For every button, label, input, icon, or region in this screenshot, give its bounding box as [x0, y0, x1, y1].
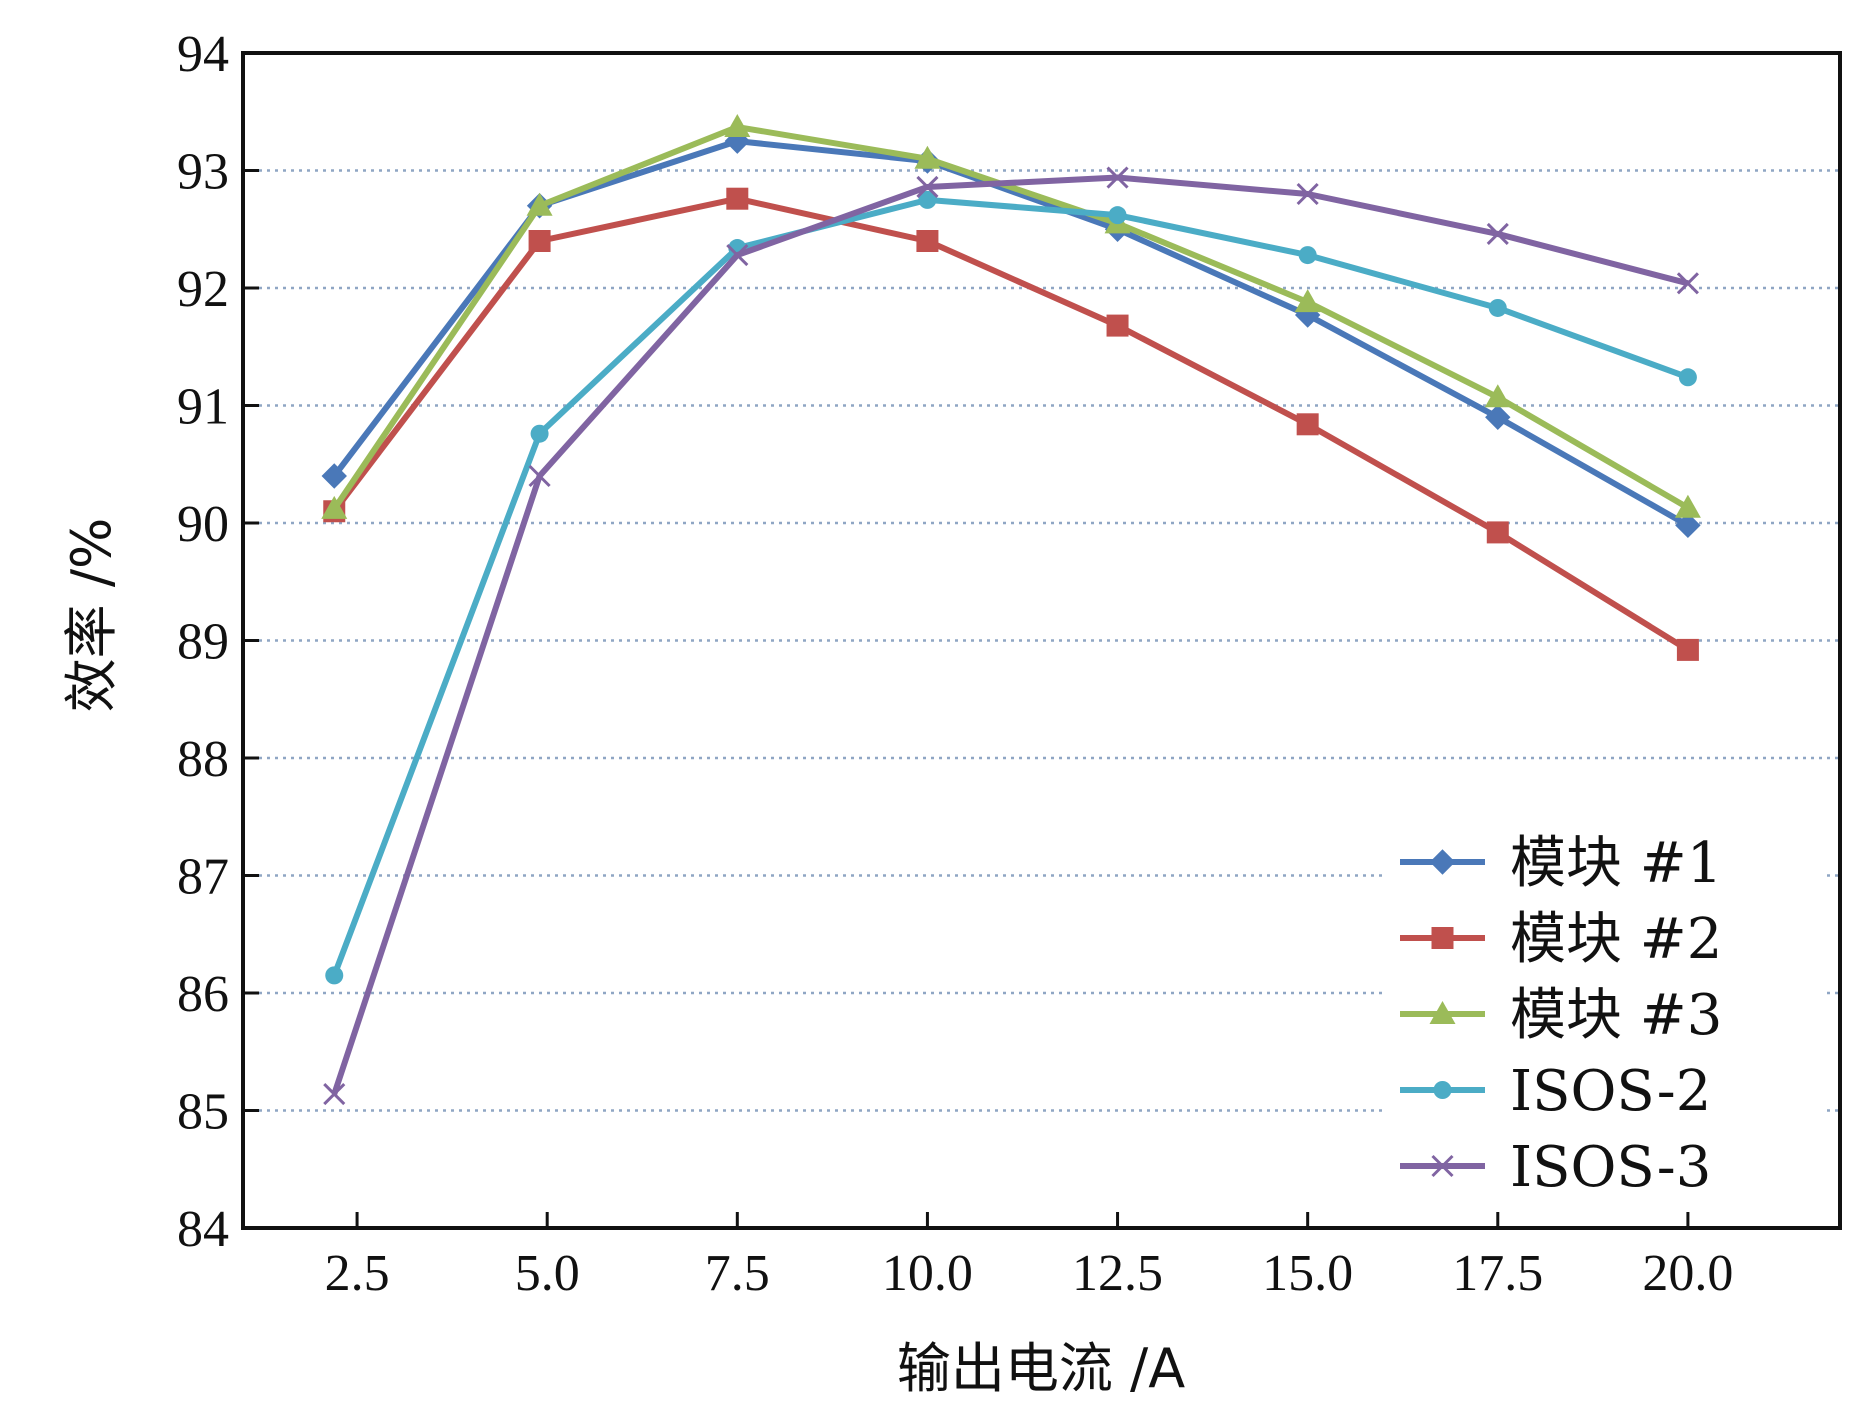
x-tick-label: 7.5 — [705, 1245, 770, 1302]
y-tick-label: 86 — [177, 966, 229, 1023]
y-tick-label: 85 — [177, 1084, 229, 1141]
y-tick-label: 89 — [177, 614, 229, 671]
data-point — [1106, 166, 1129, 189]
data-point — [325, 966, 344, 985]
y-tick-label: 92 — [177, 261, 229, 318]
legend-item: 模块 #2 — [1400, 907, 1722, 972]
series-3 — [321, 114, 1701, 519]
data-point — [724, 114, 751, 138]
data-point — [1296, 182, 1319, 206]
data-point — [1486, 222, 1509, 246]
data-point — [1296, 413, 1319, 436]
x-marker-stroke — [323, 1082, 346, 1106]
data-point — [530, 424, 549, 443]
legend-label: 模块 #2 — [1510, 907, 1722, 972]
y-tick-label: 90 — [177, 496, 229, 553]
x-marker-stroke — [528, 464, 551, 488]
legend-marker — [1431, 1154, 1454, 1178]
legend-marker — [1429, 849, 1456, 875]
data-point — [726, 187, 749, 210]
data-point — [1674, 494, 1701, 518]
data-point — [1294, 289, 1321, 313]
x-tick-label: 17.5 — [1452, 1245, 1543, 1302]
data-point — [918, 190, 937, 209]
y-axis-label: 效率 /% — [60, 518, 123, 713]
legend-marker — [1429, 1001, 1456, 1024]
x-tick-label: 20.0 — [1642, 1245, 1733, 1302]
legend-item: 模块 #1 — [1400, 831, 1722, 896]
y-tick-label: 84 — [177, 1201, 229, 1258]
data-point — [1678, 368, 1697, 387]
legend-item: ISOS-2 — [1400, 1059, 1711, 1124]
data-point — [1485, 404, 1511, 430]
series-5 — [323, 166, 1699, 1106]
x-marker-stroke — [1431, 1154, 1454, 1178]
series-line — [331, 124, 1690, 511]
data-point — [526, 192, 553, 216]
legend-label: ISOS-3 — [1510, 1135, 1711, 1200]
series-1 — [321, 128, 1701, 539]
data-point — [916, 175, 939, 199]
y-tick-label: 94 — [177, 26, 229, 83]
data-point — [916, 230, 939, 252]
data-point — [1484, 384, 1511, 408]
x-tick-label: 5.0 — [515, 1245, 580, 1302]
legend-label: ISOS-2 — [1510, 1059, 1711, 1124]
legend-item: ISOS-3 — [1400, 1135, 1711, 1200]
data-point — [321, 463, 347, 489]
legend-label: 模块 #1 — [1510, 831, 1722, 896]
data-point — [1676, 638, 1699, 661]
series-4 — [325, 190, 1697, 985]
x-axis-label: 输出电流 /A — [897, 1337, 1185, 1400]
series-line — [331, 195, 1690, 653]
legend: 模块 #1 模块 #2 模块 #3 ISOS-2 ISOS-3 — [1385, 815, 1825, 1205]
data-point — [1108, 206, 1127, 225]
data-point — [1675, 512, 1701, 539]
data-point — [528, 230, 551, 252]
data-point — [1488, 298, 1507, 317]
legend-item: 模块 #3 — [1400, 983, 1722, 1048]
x-tick-label: 15.0 — [1262, 1245, 1353, 1302]
data-point — [1298, 246, 1317, 265]
legend-marker — [1433, 1081, 1452, 1099]
x-marker-stroke — [1676, 272, 1699, 295]
data-point — [528, 464, 551, 488]
x-marker-stroke — [726, 244, 749, 267]
x-tick-label: 10.0 — [882, 1245, 973, 1302]
y-tick-label: 91 — [177, 379, 229, 436]
legend-background — [1385, 815, 1825, 1205]
x-marker-stroke — [1106, 166, 1129, 189]
data-point — [1676, 272, 1699, 295]
y-tick-label: 93 — [177, 144, 229, 201]
legend-marker — [1431, 927, 1454, 949]
axis-ticks: 84 85 86 87 88 89 90 91 92 93 94 2.5 5.0 7.5 10.0 12.5 1… — [177, 26, 1733, 1302]
y-tick-label: 88 — [177, 731, 229, 788]
series-line — [331, 196, 1689, 977]
x-marker-stroke — [1296, 182, 1319, 206]
x-marker-stroke — [916, 175, 939, 199]
y-tick-label: 87 — [177, 849, 229, 906]
data-point — [321, 495, 348, 519]
data-point — [323, 1082, 346, 1106]
data-point — [1486, 521, 1509, 544]
series-lines — [321, 114, 1701, 1106]
data-point — [1106, 314, 1129, 337]
data-point — [726, 244, 749, 267]
data-point — [914, 145, 941, 169]
series-line — [331, 174, 1689, 1095]
x-tick-label: 12.5 — [1072, 1245, 1163, 1302]
x-tick-label: 2.5 — [325, 1245, 390, 1302]
x-marker-stroke — [1486, 222, 1509, 246]
legend-label: 模块 #3 — [1510, 983, 1722, 1048]
